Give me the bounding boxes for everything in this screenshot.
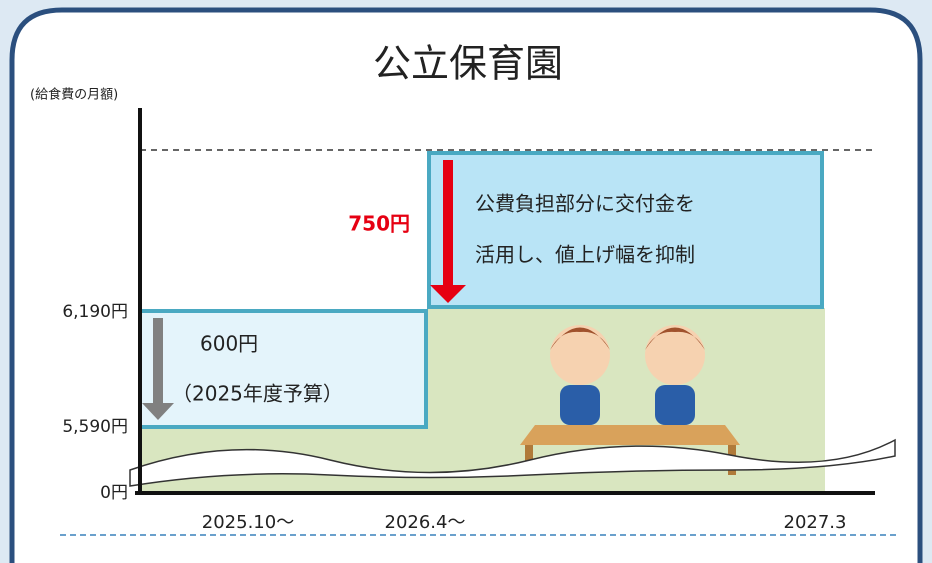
y-label: 0円	[100, 483, 128, 503]
reduction-label: 750円	[348, 212, 410, 236]
infographic: 公立保育園 (給食費の月額) 6,190円 5,590円 0円 2025.10～…	[0, 0, 932, 563]
x-label: 2025.10～	[202, 512, 294, 533]
y-label: 5,590円	[62, 417, 128, 437]
red-arrow	[443, 160, 453, 285]
box-text: （2025年度予算）	[172, 382, 343, 406]
old-box	[140, 311, 426, 427]
gray-arrow	[153, 318, 163, 403]
x-label: 2026.4～	[385, 512, 466, 533]
y-label: 6,190円	[62, 302, 128, 322]
box-text: 600円	[200, 332, 258, 356]
box-text: 活用し、値上げ幅を抑制	[475, 243, 695, 267]
x-label: 2027.3	[784, 512, 847, 533]
box-text: 公費負担部分に交付金を	[475, 192, 695, 216]
new-box	[429, 153, 822, 307]
title: 公立保育園	[373, 42, 563, 86]
y-axis-label: (給食費の月額)	[30, 87, 118, 103]
page: {"title": "公立保育園", "y_axis_label": "(給食費…	[0, 0, 932, 563]
